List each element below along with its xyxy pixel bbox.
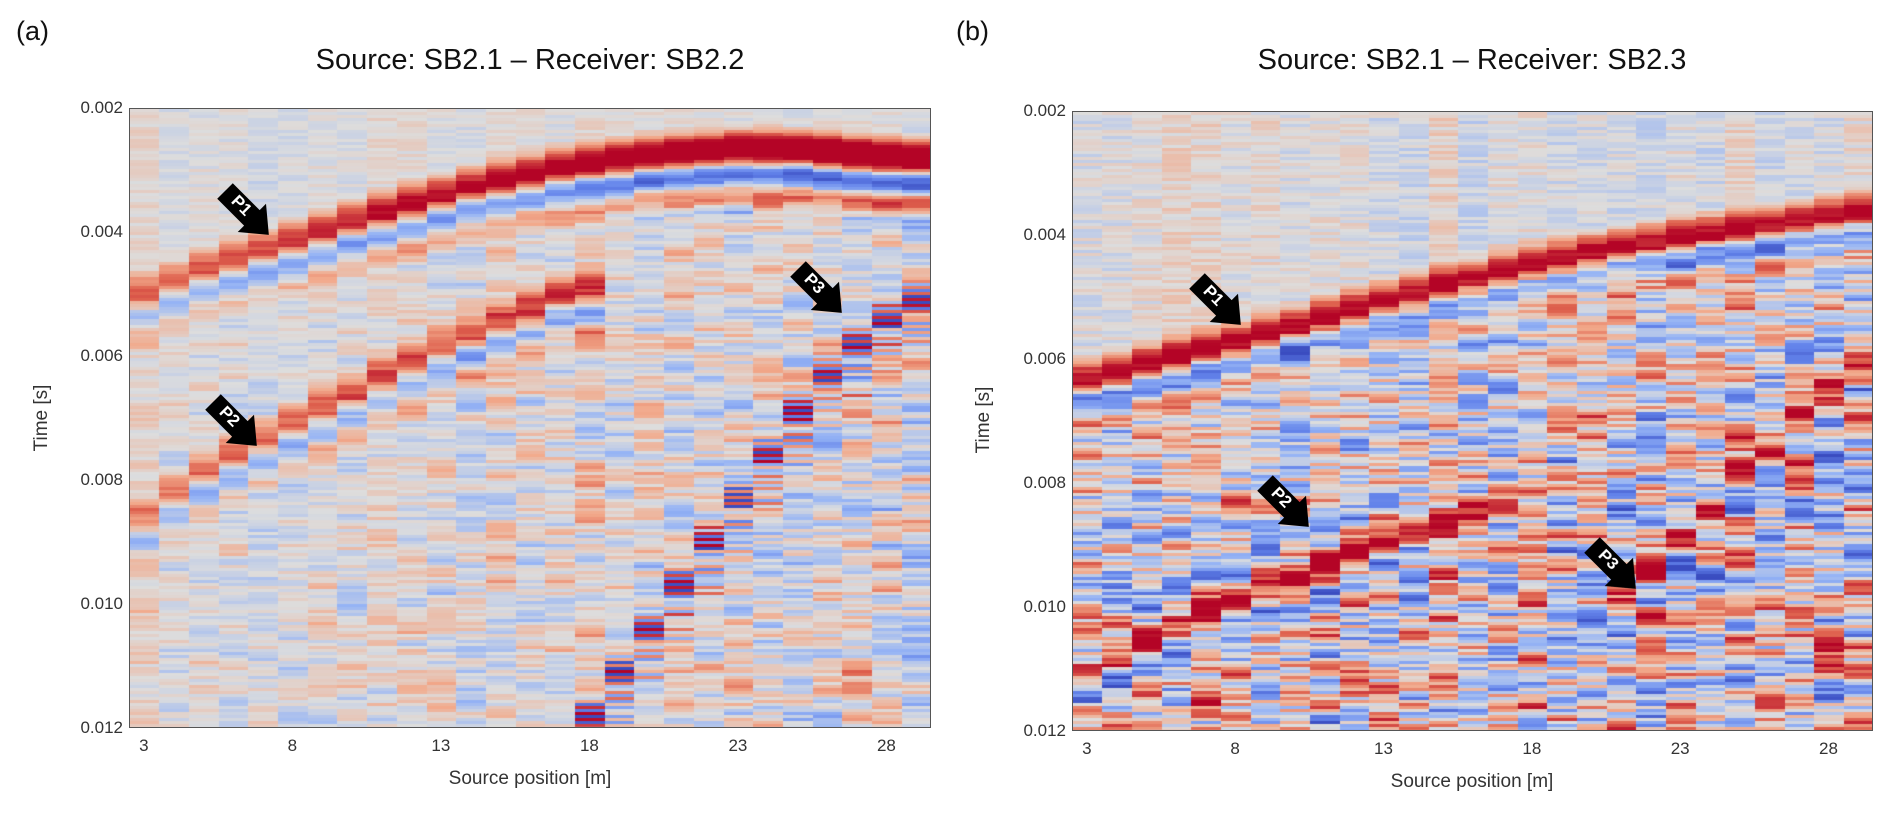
panel-b-xtick-label: 28	[1819, 739, 1838, 758]
panel-b-ylabel: Time [s]	[973, 386, 994, 454]
panel-a-xtick-label: 13	[431, 736, 451, 755]
panel-a-xtick-label: 18	[579, 736, 599, 755]
arrow-icon	[1584, 536, 1636, 589]
panel-b-heatmap	[1073, 112, 1872, 730]
arrow-icon	[790, 260, 842, 313]
panel-b-ytick-label: 0.002	[1023, 101, 1066, 120]
panel-b-ytick-label: 0.004	[1023, 225, 1066, 244]
panel-a-letter: (a)	[16, 16, 49, 46]
panel-a-ytick-label: 0.012	[80, 718, 123, 737]
arrow-icon	[216, 183, 269, 236]
panel-a-annotation-arrow-p2: P2	[199, 388, 277, 466]
panel-b-xtick-label: 18	[1522, 739, 1542, 758]
panel-a-ylabel: Time [s]	[31, 384, 52, 452]
panel-a-xtick-label: 28	[876, 736, 896, 755]
panel-a-xtick-label: 3	[139, 736, 149, 755]
panel-b-xtick-label: 13	[1374, 739, 1393, 758]
panel-b-letter: (b)	[956, 16, 989, 46]
panel-b-ytick-label: 0.010	[1023, 597, 1066, 616]
panel-a-ytick-label: 0.006	[80, 346, 123, 365]
panel-b-xlabel: Source position [m]	[1390, 771, 1554, 792]
panel-a-xlabel: Source position [m]	[448, 768, 612, 789]
panel-b-plot-area	[1072, 111, 1873, 731]
panel-b-xtick-label: 23	[1670, 739, 1690, 758]
panel-b-ytick-label: 0.012	[1023, 721, 1066, 740]
panel-b-xtick-label: 8	[1230, 739, 1240, 758]
panel-b-title: Source: SB2.1 – Receiver: SB2.3	[1257, 44, 1687, 76]
panel-a-ytick-label: 0.004	[80, 222, 123, 241]
panel-b-ytick-label: 0.006	[1023, 349, 1066, 368]
panel-a-ytick-label: 0.008	[80, 470, 123, 489]
panel-b-annotation-arrow-p2: P2	[1251, 468, 1329, 546]
arrow-icon	[205, 394, 257, 446]
panel-a-annotation-arrow-p3: P3	[784, 255, 862, 333]
panel-a-xtick-label: 23	[728, 736, 748, 755]
panel-b-annotation-arrow-p3: P3	[1578, 530, 1656, 608]
arrow-icon	[1257, 474, 1310, 527]
arrow-icon	[1189, 273, 1242, 325]
panel-b-xtick-label: 3	[1082, 739, 1092, 758]
panel-a-annotation-arrow-p1: P1	[211, 177, 289, 255]
panel-a-title: Source: SB2.1 – Receiver: SB2.2	[315, 44, 745, 76]
panel-b-ytick-label: 0.008	[1023, 473, 1066, 492]
panel-a-ytick-label: 0.010	[80, 594, 123, 613]
panel-b-annotation-arrow-p1: P1	[1183, 267, 1261, 345]
panel-a-xtick-label: 8	[287, 736, 298, 755]
panel-a-ytick-label: 0.002	[80, 98, 123, 117]
